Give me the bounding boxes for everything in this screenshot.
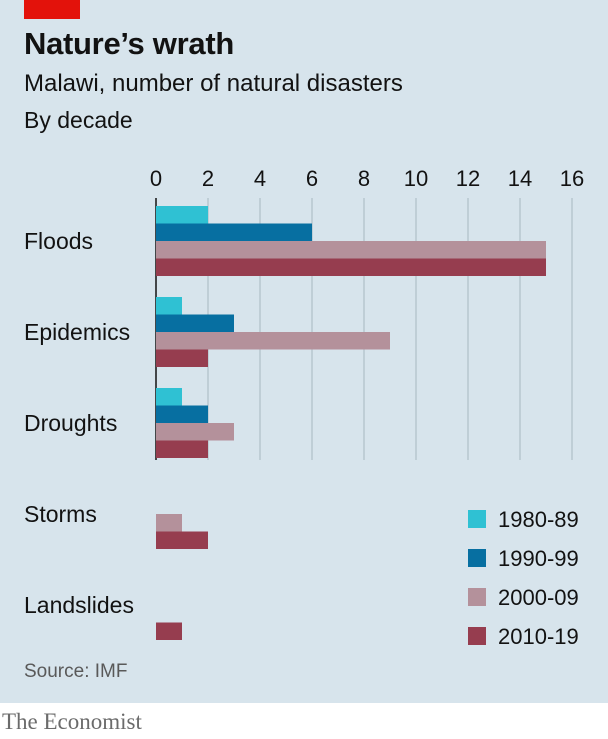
legend-label: 1980-89 xyxy=(498,507,579,532)
legend-label: 2000-09 xyxy=(498,585,579,610)
bar xyxy=(156,223,312,241)
chart-unit-label: By decade xyxy=(24,107,133,133)
category-label: Epidemics xyxy=(24,319,130,345)
source-note: Source: IMF xyxy=(24,661,128,682)
x-tick-label: 4 xyxy=(254,166,266,191)
bar xyxy=(156,332,390,350)
x-tick-label: 14 xyxy=(508,166,532,191)
category-label: Storms xyxy=(24,501,97,527)
bar xyxy=(156,388,182,406)
category-label: Floods xyxy=(24,228,93,254)
bar xyxy=(156,314,234,332)
chart-title: Nature’s wrath xyxy=(24,26,234,61)
legend-swatch xyxy=(468,549,486,567)
legend-swatch xyxy=(468,588,486,606)
bar xyxy=(156,241,546,259)
publisher-logo: The Economist xyxy=(2,709,142,734)
bar xyxy=(156,349,208,367)
bar xyxy=(156,440,208,458)
brand-red-tab xyxy=(24,0,80,19)
category-label: Landslides xyxy=(24,592,134,618)
bar xyxy=(156,531,208,549)
bar xyxy=(156,405,208,423)
bar xyxy=(156,423,234,441)
legend-swatch xyxy=(468,627,486,645)
chart-subtitle: Malawi, number of natural disasters xyxy=(24,70,403,97)
bar xyxy=(156,297,182,315)
bar xyxy=(156,206,208,224)
x-tick-label: 10 xyxy=(404,166,428,191)
x-tick-label: 12 xyxy=(456,166,480,191)
x-tick-label: 6 xyxy=(306,166,318,191)
bar xyxy=(156,622,182,640)
bar xyxy=(156,258,546,276)
x-tick-label: 8 xyxy=(358,166,370,191)
legend-label: 2010-19 xyxy=(498,624,579,649)
x-tick-label: 2 xyxy=(202,166,214,191)
bar-chart: 0 2 4 6 8 10 12 14 16 Floods Epidemics Droughts Stor… xyxy=(24,166,608,658)
category-label: Droughts xyxy=(24,410,117,436)
legend-label: 1990-99 xyxy=(498,546,579,571)
x-tick-label: 0 xyxy=(150,166,162,191)
x-tick-label: 16 xyxy=(560,166,584,191)
bar xyxy=(156,514,182,532)
legend-swatch xyxy=(468,510,486,528)
